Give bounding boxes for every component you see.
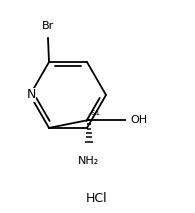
Text: OH: OH (130, 115, 147, 125)
Text: NH₂: NH₂ (78, 156, 100, 166)
Text: &1: &1 (91, 110, 101, 116)
Text: N: N (26, 88, 36, 102)
Text: Br: Br (42, 21, 54, 31)
Text: HCl: HCl (86, 191, 108, 204)
